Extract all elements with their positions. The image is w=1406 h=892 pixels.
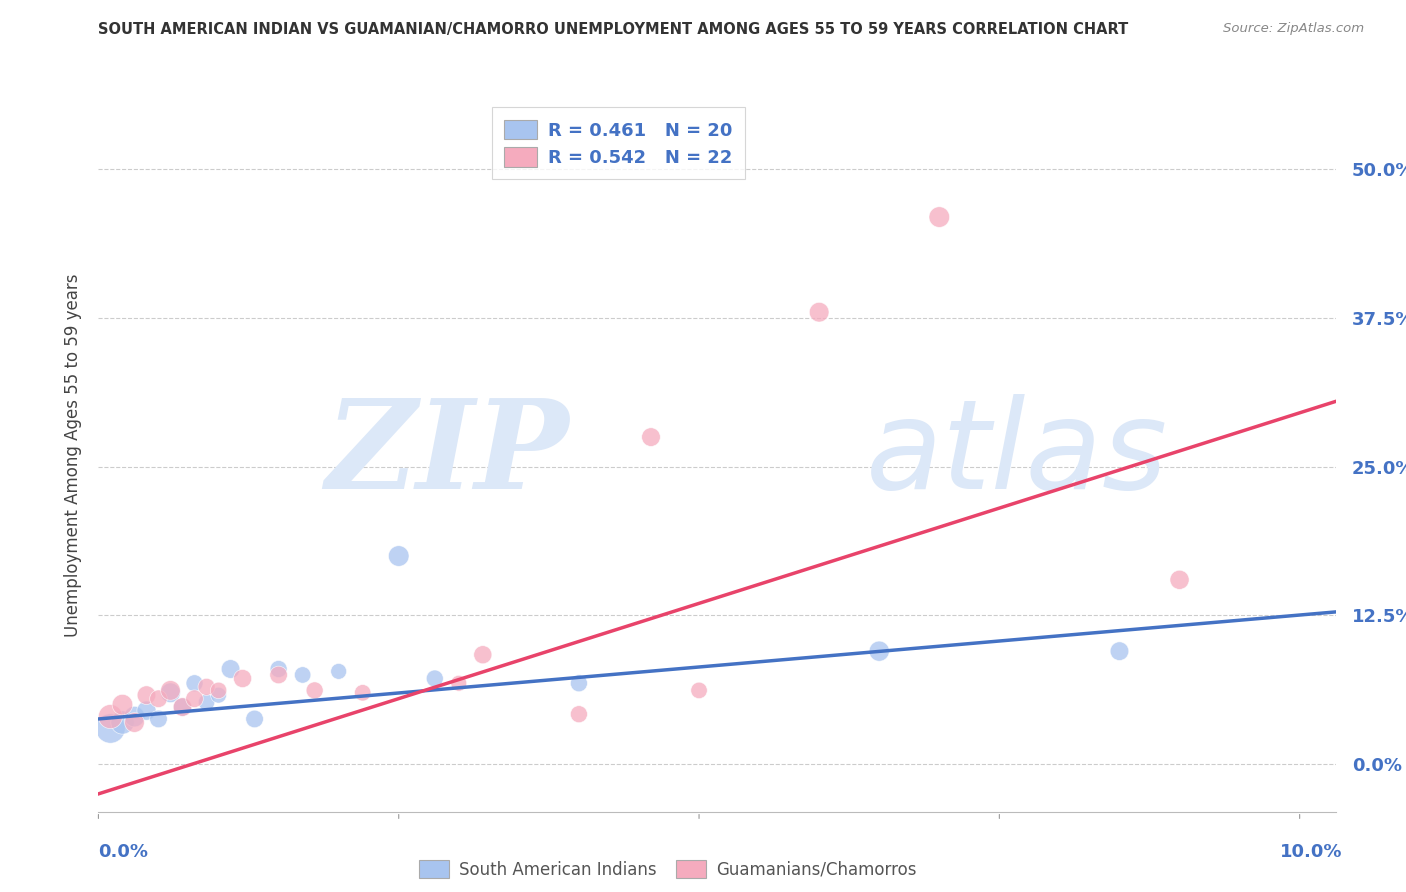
Text: SOUTH AMERICAN INDIAN VS GUAMANIAN/CHAMORRO UNEMPLOYMENT AMONG AGES 55 TO 59 YEA: SOUTH AMERICAN INDIAN VS GUAMANIAN/CHAMO… [98, 22, 1129, 37]
Legend: South American Indians, Guamanians/Chamorros: South American Indians, Guamanians/Chamo… [412, 854, 924, 886]
Point [159, 686, 181, 700]
Point [159, 683, 181, 698]
Point [267, 662, 290, 676]
Point [219, 662, 242, 676]
Point [195, 695, 218, 709]
Point [471, 648, 494, 662]
Point [135, 688, 157, 702]
Y-axis label: Unemployment Among Ages 55 to 59 years: Unemployment Among Ages 55 to 59 years [63, 273, 82, 637]
Point [388, 549, 411, 563]
Point [568, 707, 591, 722]
Text: Source: ZipAtlas.com: Source: ZipAtlas.com [1223, 22, 1364, 36]
Point [172, 700, 194, 714]
Point [207, 688, 229, 702]
Point [808, 305, 831, 319]
Point [207, 683, 229, 698]
Point [1108, 644, 1130, 658]
Point [447, 676, 470, 690]
Point [183, 676, 205, 690]
Point [135, 704, 157, 718]
Point [243, 712, 266, 726]
Point [328, 665, 350, 679]
Point [148, 691, 170, 706]
Text: 0.0%: 0.0% [98, 843, 149, 861]
Text: atlas: atlas [866, 394, 1167, 516]
Point [172, 700, 194, 714]
Point [111, 698, 134, 712]
Point [568, 676, 591, 690]
Point [423, 672, 446, 686]
Point [195, 680, 218, 694]
Point [352, 686, 374, 700]
Point [928, 210, 950, 224]
Text: ZIP: ZIP [325, 394, 568, 516]
Point [124, 709, 146, 723]
Point [304, 683, 326, 698]
Point [183, 691, 205, 706]
Point [267, 668, 290, 682]
Point [111, 715, 134, 730]
Text: 10.0%: 10.0% [1281, 843, 1343, 861]
Point [291, 668, 314, 682]
Point [640, 430, 662, 444]
Point [868, 644, 890, 658]
Point [232, 672, 254, 686]
Point [100, 709, 122, 723]
Point [100, 722, 122, 736]
Point [688, 683, 710, 698]
Point [124, 715, 146, 730]
Point [1168, 573, 1191, 587]
Point [148, 712, 170, 726]
